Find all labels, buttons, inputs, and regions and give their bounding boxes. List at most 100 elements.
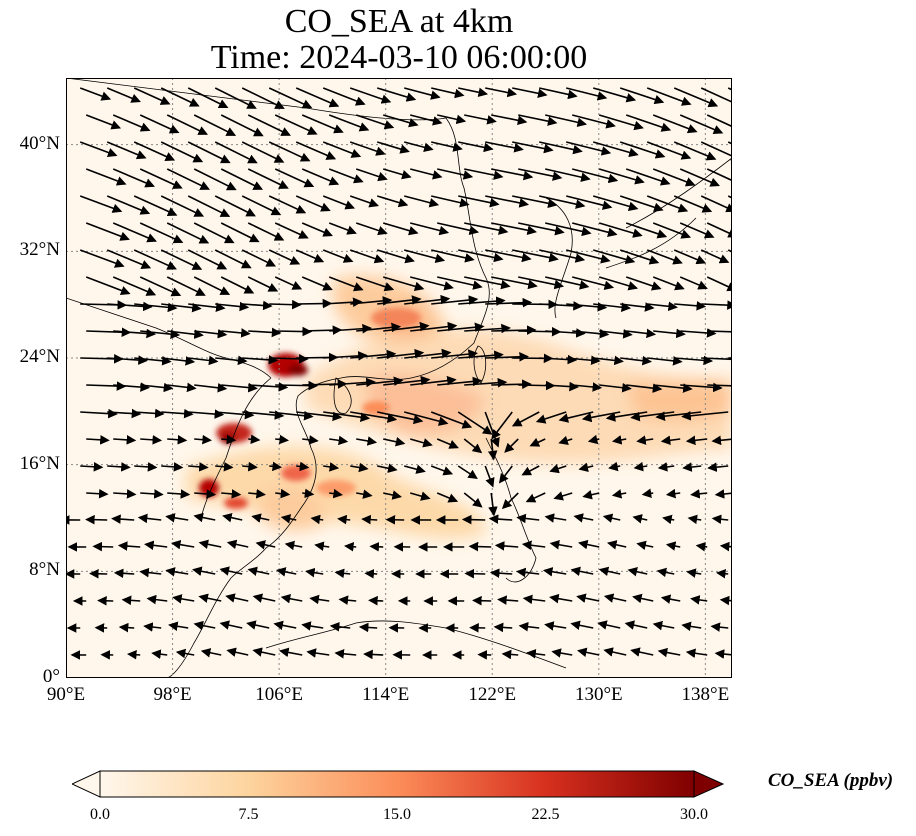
map-title: CO_SEA at 4km Time: 2024-03-10 06:00:00 xyxy=(66,4,732,76)
wind-arrow xyxy=(358,622,378,633)
latitude-tick-label: 32°N xyxy=(19,239,60,261)
wind-arrow xyxy=(140,382,174,393)
wind-arrow xyxy=(598,222,643,238)
wind-arrow xyxy=(652,168,696,187)
wind-arrow xyxy=(485,195,530,208)
wind-arrow xyxy=(457,411,493,435)
wind-arrow xyxy=(165,567,189,577)
wind-arrow xyxy=(376,141,410,154)
wind-arrow xyxy=(198,593,222,603)
wind-arrow xyxy=(485,297,533,308)
japan-coastline xyxy=(605,157,732,269)
wind-arrow xyxy=(349,249,385,264)
wind-arrow xyxy=(121,595,141,606)
title-line-time: Time: 2024-03-10 06:00:00 xyxy=(210,39,588,76)
wind-arrow xyxy=(529,437,546,447)
wind-arrow xyxy=(715,568,729,579)
wind-arrow xyxy=(322,249,354,263)
wind-arrow xyxy=(215,461,234,472)
wind-arrow xyxy=(356,322,402,333)
wind-arrow xyxy=(472,595,492,606)
wind-arrow xyxy=(625,222,668,239)
wind-arrow xyxy=(566,195,613,210)
wind-arrow xyxy=(214,249,252,269)
wind-arrow xyxy=(363,649,384,660)
wind-arrow xyxy=(646,249,683,265)
wind-arrow xyxy=(545,328,586,338)
wind-arrow xyxy=(464,568,486,579)
wind-arrow xyxy=(350,349,397,360)
wind-arrow xyxy=(458,141,494,153)
colorbar-tick-label: 15.0 xyxy=(383,806,411,823)
wind-arrow xyxy=(107,408,142,419)
wind-arrow xyxy=(598,168,645,185)
wind-arrow xyxy=(512,87,548,99)
wind-arrow xyxy=(512,195,558,209)
wind-arrow xyxy=(167,329,204,339)
wind-arrow xyxy=(646,141,692,160)
wind-arrow xyxy=(491,276,538,290)
wind-arrow xyxy=(276,567,297,577)
wind-arrow xyxy=(539,141,583,155)
wind-arrow xyxy=(491,114,528,126)
wind-arrow xyxy=(630,647,654,657)
wind-arrow xyxy=(364,569,378,579)
wind-arrow xyxy=(113,328,157,339)
wind-arrow xyxy=(673,141,717,161)
wind-arrow xyxy=(248,434,261,445)
latitude-tick-label: 40°N xyxy=(19,132,60,154)
wind-arrow xyxy=(349,87,392,104)
wind-arrow xyxy=(246,620,270,630)
wind-arrow xyxy=(437,322,485,333)
wind-arrow xyxy=(160,141,204,163)
wind-arrow xyxy=(322,87,366,106)
wind-arrow xyxy=(544,621,567,631)
wind-arrow xyxy=(166,222,210,244)
wind-arrow xyxy=(603,647,627,657)
wind-arrow xyxy=(539,301,583,311)
wind-arrow xyxy=(566,355,601,366)
northern-border xyxy=(66,78,447,121)
wind-arrow xyxy=(404,249,446,263)
wind-arrow xyxy=(112,222,157,243)
wind-arrow xyxy=(241,195,282,216)
wind-arrow xyxy=(113,489,137,499)
wind-arrow xyxy=(464,323,511,334)
wind-arrow xyxy=(160,87,200,107)
wind-arrow xyxy=(198,539,222,549)
wind-arrow xyxy=(193,114,237,136)
wind-arrow xyxy=(161,356,196,366)
wind-arrow xyxy=(356,376,404,386)
wind-arrow xyxy=(275,434,290,445)
wind-arrow xyxy=(355,168,388,182)
wind-arrow xyxy=(542,567,567,577)
wind-arrow xyxy=(274,222,309,239)
wind-arrow xyxy=(458,249,504,263)
wind-arrow xyxy=(275,488,291,499)
wind-arrow xyxy=(458,195,500,208)
wind-arrow xyxy=(525,492,546,503)
title-line-variable: CO_SEA at 4km xyxy=(284,3,514,40)
wind-arrow xyxy=(126,649,141,660)
wind-arrow xyxy=(175,648,195,659)
wind-arrow xyxy=(653,383,693,393)
wind-arrow xyxy=(431,195,470,208)
wind-arrow xyxy=(355,222,388,236)
wind-arrow xyxy=(566,302,608,312)
wind-arrow xyxy=(269,461,283,472)
mainland-coastline xyxy=(230,117,490,579)
wind-arrow xyxy=(404,195,440,208)
wind-arrow xyxy=(255,540,276,550)
borneo-coastline xyxy=(265,620,567,669)
wind-arrow xyxy=(274,114,318,135)
wind-arrow xyxy=(707,462,729,472)
wind-arrow xyxy=(269,299,302,310)
wind-arrow xyxy=(501,649,519,660)
wind-arrow xyxy=(690,489,708,499)
wind-arrow xyxy=(545,114,588,128)
wind-arrow xyxy=(161,408,194,419)
longitude-tick-label: 98°E xyxy=(153,684,192,705)
wind-arrow xyxy=(626,383,663,393)
wind-arrow xyxy=(674,301,707,311)
wind-arrow xyxy=(221,434,237,445)
